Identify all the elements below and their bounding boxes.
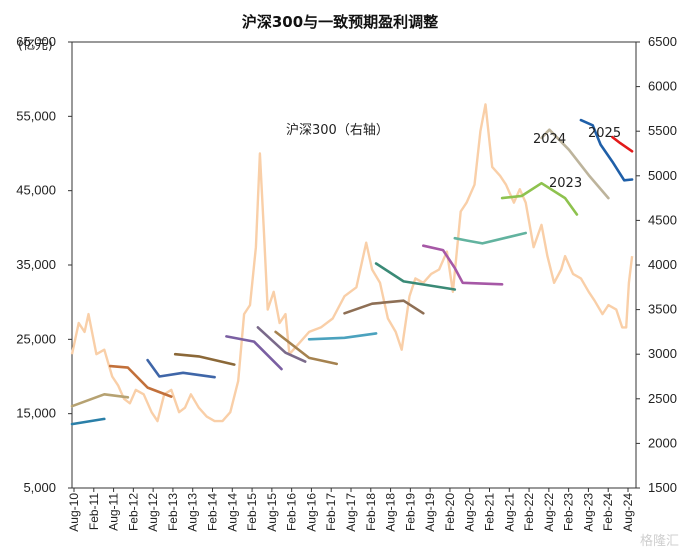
index-line	[70, 103, 634, 423]
earnings-series-line-12	[453, 231, 527, 245]
left-tick-label: 25,000	[16, 331, 56, 346]
watermark: 格隆汇	[640, 533, 679, 549]
right-tick-label: 3000	[648, 346, 677, 361]
x-tick-label: Feb-15	[245, 493, 259, 531]
left-tick-label: 45,000	[16, 183, 56, 198]
x-tick-label: Aug-14	[225, 493, 239, 532]
x-tick-label: Aug-21	[502, 493, 516, 532]
earnings-series-line-5	[225, 335, 283, 371]
right-tick-label: 4000	[648, 257, 677, 272]
index-line-group	[70, 103, 634, 423]
earnings-series-line-16	[611, 135, 634, 153]
x-tick-label: Feb-21	[483, 493, 497, 531]
earnings-series-line-13	[500, 181, 579, 216]
earnings-series-line-0	[70, 417, 106, 426]
x-tick-label: Feb-17	[324, 493, 338, 531]
earnings-series-line-6	[256, 326, 307, 363]
left-axis-unit: (亿元)	[18, 37, 53, 52]
earnings-series-line-9	[343, 299, 425, 315]
earnings-series-line-1	[70, 393, 130, 408]
left-tick-label: 5,000	[23, 480, 56, 495]
x-tick-label: Aug-15	[265, 493, 279, 532]
x-tick-label: Aug-13	[186, 493, 200, 532]
earnings-series-line-3	[146, 358, 216, 379]
x-tick-label: Aug-12	[146, 493, 160, 532]
earnings-series-line-10	[374, 262, 457, 291]
x-tick-label: Aug-22	[542, 493, 556, 532]
x-tick-label: Feb-22	[522, 493, 536, 531]
x-tick-label: Aug-17	[344, 493, 358, 532]
left-tick-label: 15,000	[16, 406, 56, 421]
x-tick-label: Feb-24	[601, 493, 615, 531]
x-tick-label: Aug-16	[304, 493, 318, 532]
earnings-series-line-14	[540, 128, 610, 200]
left-tick-label: 35,000	[16, 257, 56, 272]
x-tick-label: Feb-19	[403, 493, 417, 531]
x-tick-label: Aug-11	[107, 493, 121, 531]
right-axis-ticks: 1500 2000 2500 3000 3500 4000 4500 5000 5500 6000…	[636, 34, 677, 495]
label-2024: 2024	[533, 132, 566, 147]
right-tick-label: 6500	[648, 34, 677, 49]
earnings-series-line-8	[307, 332, 378, 341]
right-tick-label: 5000	[648, 168, 677, 183]
earnings-series-line-7	[274, 330, 338, 366]
x-tick-label: Feb-12	[126, 493, 140, 531]
left-axis-ticks: 5,000 15,000 25,000 35,000 45,000 55,000 65,00…	[16, 34, 72, 495]
label-2025: 2025	[588, 126, 621, 141]
left-tick-label: 55,000	[16, 108, 56, 123]
right-tick-label: 2500	[648, 391, 677, 406]
chart-title: 沪深300与一致预期盈利调整	[242, 13, 438, 31]
x-tick-label: Feb-11	[87, 493, 101, 530]
right-tick-label: 6000	[648, 79, 677, 94]
x-tick-label: Aug-23	[581, 493, 595, 532]
left-tick-label: 65,000	[16, 34, 56, 49]
right-tick-label: 2000	[648, 435, 677, 450]
x-axis-ticks: Aug-10 Feb-11 Aug-11 Feb-12 Aug-12 Feb-13 Aug-…	[67, 488, 635, 532]
earnings-series-line-11	[422, 244, 504, 286]
right-tick-label: 5500	[648, 123, 677, 138]
x-tick-label: Feb-14	[206, 493, 220, 531]
earnings-series-line-4	[173, 352, 236, 366]
x-tick-label: Feb-23	[562, 493, 576, 531]
x-tick-label: Aug-20	[463, 493, 477, 532]
right-tick-label: 1500	[648, 480, 677, 495]
index-series-label: 沪深300（右轴）	[286, 122, 389, 138]
x-tick-label: Feb-16	[285, 493, 299, 531]
x-tick-label: Aug-10	[67, 493, 81, 532]
right-tick-label: 4500	[648, 212, 677, 227]
x-tick-label: Feb-13	[166, 493, 180, 531]
earnings-series-line-2	[108, 364, 173, 398]
label-2023: 2023	[549, 176, 582, 191]
x-tick-label: Aug-24	[621, 493, 635, 532]
x-tick-label: Feb-20	[443, 493, 457, 531]
right-tick-label: 3500	[648, 302, 677, 317]
x-tick-label: Aug-19	[423, 493, 437, 532]
x-tick-label: Feb-18	[364, 493, 378, 531]
x-tick-label: Aug-18	[384, 493, 398, 532]
earnings-series-group	[70, 118, 634, 426]
earnings-series-line-15	[579, 118, 634, 182]
